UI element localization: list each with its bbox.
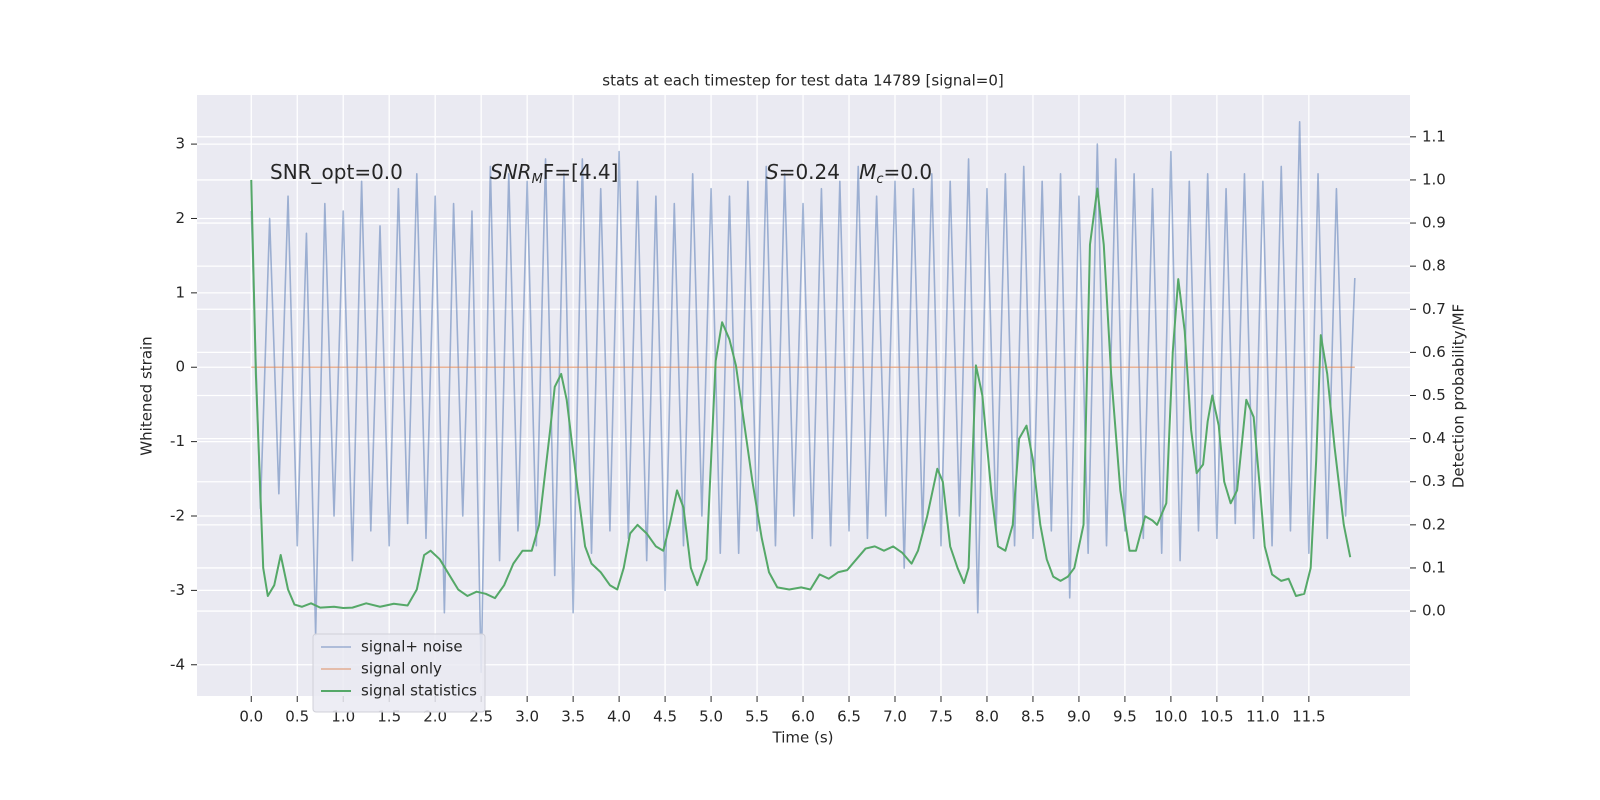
y2-tick-label: 0.4 [1422, 429, 1446, 447]
y-tick-label: -2 [170, 506, 185, 524]
legend-label: signal only [361, 660, 442, 678]
x-tick-label: 4.5 [653, 708, 677, 726]
y-tick-label: 2 [175, 209, 185, 227]
y2-tick-label: 0.0 [1422, 602, 1446, 620]
annotation-part: c [876, 172, 883, 187]
annotation-part: M [859, 160, 876, 184]
annotation: SNR_opt=0.0 [270, 160, 403, 184]
series-line [250, 179, 1352, 610]
annotation: S=0.24 Mc=0.0 [766, 160, 932, 187]
y2-tick-label: 0.3 [1422, 472, 1446, 490]
y-tick-label: -3 [170, 581, 185, 599]
y-tick-label: -4 [170, 655, 185, 673]
y-axis-label: Whitened strain [138, 336, 156, 455]
x-tick-label: 0.5 [285, 708, 309, 726]
x-tick-label: 7.0 [883, 708, 907, 726]
x-tick-label: 11.5 [1292, 708, 1325, 726]
x-tick-label: 8.5 [1021, 708, 1045, 726]
legend-box [312, 633, 486, 713]
annotation-part: SNR [490, 160, 532, 184]
x-tick-label: 3.5 [561, 708, 585, 726]
x-tick-label: 10.5 [1200, 708, 1233, 726]
annotation-part: F=[4.4] [543, 160, 619, 184]
x-axis-label: Time (s) [772, 729, 834, 747]
annotation-part: =0.0 [884, 160, 933, 184]
x-tick-label: 7.5 [929, 708, 953, 726]
annotation-part: S [766, 160, 779, 184]
x-tick-label: 11.0 [1246, 708, 1279, 726]
legend-label: signal+ noise [361, 638, 463, 656]
y2-tick-label: 1.1 [1422, 127, 1446, 145]
annotation: SNRMF=[4.4] [490, 160, 618, 187]
x-tick-label: 5.5 [745, 708, 769, 726]
annotation-part: SNR_opt=0.0 [270, 160, 403, 184]
y-tick-label: 3 [175, 135, 185, 153]
x-tick-label: 10.0 [1154, 708, 1187, 726]
y2-tick-label: 0.7 [1422, 300, 1446, 318]
y-tick-label: 0 [175, 358, 185, 376]
y2-tick-label: 0.6 [1422, 343, 1446, 361]
y2-tick-label: 0.8 [1422, 257, 1446, 275]
x-tick-label: 4.0 [607, 708, 631, 726]
annotation-part: M [532, 172, 543, 187]
x-tick-label: 0.0 [239, 708, 263, 726]
y2-tick-label: 0.1 [1422, 558, 1446, 576]
legend-label: signal statistics [361, 682, 477, 700]
y2-tick-label: 0.5 [1422, 386, 1446, 404]
y2-tick-label: 1.0 [1422, 170, 1446, 188]
x-tick-label: 6.5 [837, 708, 861, 726]
x-tick-label: 9.5 [1113, 708, 1137, 726]
series-line [250, 120, 1356, 673]
y-tick-label: 1 [175, 283, 185, 301]
y2-tick-label: 0.2 [1422, 515, 1446, 533]
x-tick-label: 6.0 [791, 708, 815, 726]
annotation-part: =0.24 [779, 160, 859, 184]
x-tick-label: 9.0 [1067, 708, 1091, 726]
y-tick-label: -1 [170, 432, 185, 450]
x-tick-label: 3.0 [515, 708, 539, 726]
x-tick-label: 8.0 [975, 708, 999, 726]
chart-title: stats at each timestep for test data 147… [602, 72, 1003, 90]
y2-tick-label: 0.9 [1422, 214, 1446, 232]
y2-axis-label: Detection probability/MF [1450, 304, 1468, 488]
x-tick-label: 5.0 [699, 708, 723, 726]
